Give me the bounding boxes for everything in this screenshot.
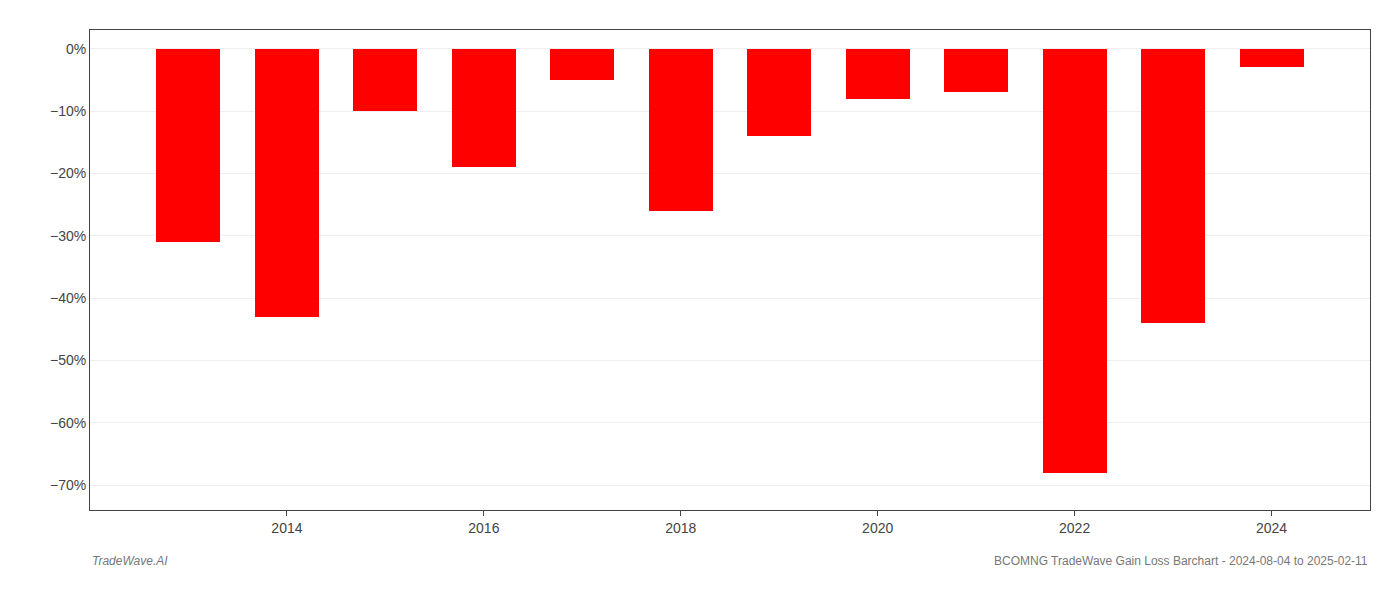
svg-text:2014: 2014	[271, 520, 302, 536]
svg-text:2016: 2016	[468, 520, 499, 536]
svg-text:−50%: −50%	[50, 352, 86, 368]
svg-text:2022: 2022	[1059, 520, 1090, 536]
svg-text:−20%: −20%	[50, 165, 86, 181]
svg-text:2020: 2020	[862, 520, 893, 536]
svg-text:−40%: −40%	[50, 290, 86, 306]
svg-text:−60%: −60%	[50, 415, 86, 431]
svg-text:BCOMNG TradeWave Gain Loss Bar: BCOMNG TradeWave Gain Loss Barchart - 20…	[994, 554, 1368, 568]
svg-text:0%: 0%	[66, 41, 86, 57]
svg-text:−10%: −10%	[50, 103, 86, 119]
svg-text:−30%: −30%	[50, 228, 86, 244]
svg-text:TradeWave.AI: TradeWave.AI	[92, 554, 168, 568]
svg-text:2024: 2024	[1256, 520, 1287, 536]
svg-text:−70%: −70%	[50, 477, 86, 493]
svg-text:2018: 2018	[665, 520, 696, 536]
